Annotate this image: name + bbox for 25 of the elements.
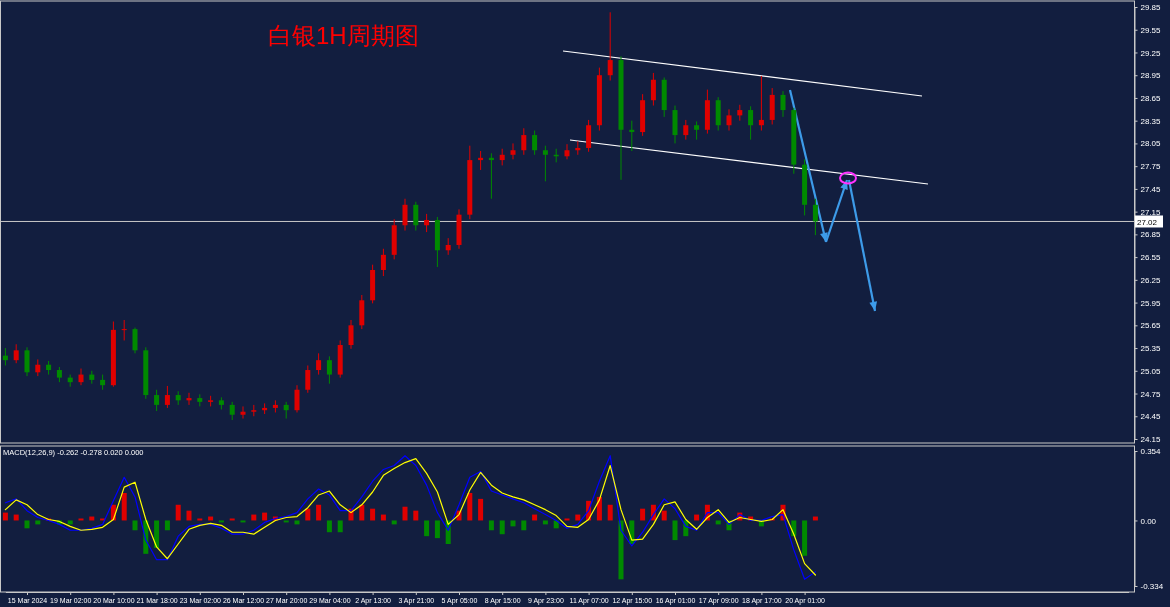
- text: 白银1H周期图: [268, 22, 419, 49]
- y-tick-label: 26.25: [1140, 275, 1162, 285]
- y-tick-label: 28.35: [1140, 116, 1162, 126]
- y-tick-label: 25.05: [1140, 366, 1162, 376]
- y-tick-label: 29.25: [1140, 48, 1162, 58]
- y-tick-label: 29.85: [1140, 3, 1162, 13]
- y-tick-label: 27.15: [1140, 207, 1162, 217]
- y-tick-label: 28.95: [1140, 71, 1162, 81]
- y-tick-label: 26.85: [1140, 230, 1162, 240]
- y-tick-label: 25.65: [1140, 321, 1162, 331]
- y-tick-label: 0.354: [1140, 447, 1162, 457]
- y-tick-label: -0.334: [1140, 582, 1164, 592]
- y-tick-label: 0.00: [1140, 516, 1157, 526]
- y-tick-label: 28.65: [1140, 94, 1162, 104]
- y-tick-label: 27.45: [1140, 184, 1162, 194]
- y-tick-label: 26.55: [1140, 253, 1162, 263]
- ref-line-label: 27.02: [1137, 217, 1158, 227]
- y-tick-label: 24.45: [1140, 412, 1162, 422]
- y-tick-label: 28.05: [1140, 139, 1162, 149]
- y-tick-label: 27.75: [1140, 162, 1162, 172]
- y-tick-label: 25.95: [1140, 298, 1162, 308]
- y-tick-label: 24.75: [1140, 389, 1162, 399]
- y-tick-label: 29.55: [1140, 25, 1162, 35]
- y-tick-label: 24.15: [1140, 435, 1162, 445]
- y-tick-label: 25.35: [1140, 344, 1162, 354]
